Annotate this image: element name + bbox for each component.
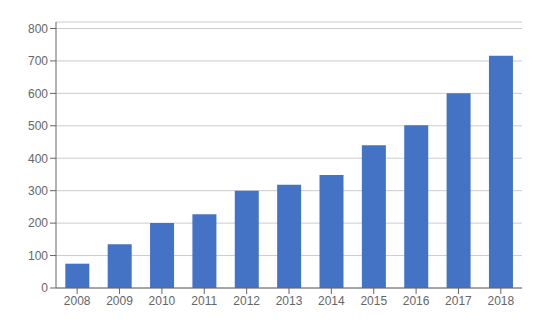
svg-text:2012: 2012 xyxy=(233,294,260,308)
svg-text:2010: 2010 xyxy=(149,294,176,308)
svg-text:2013: 2013 xyxy=(276,294,303,308)
svg-text:2014: 2014 xyxy=(318,294,345,308)
svg-text:2011: 2011 xyxy=(191,294,217,308)
svg-text:600: 600 xyxy=(28,87,48,101)
svg-text:2018: 2018 xyxy=(487,294,514,308)
svg-text:700: 700 xyxy=(28,54,48,68)
svg-text:200: 200 xyxy=(28,216,48,230)
svg-text:800: 800 xyxy=(28,22,48,36)
svg-text:2016: 2016 xyxy=(403,294,430,308)
svg-text:2009: 2009 xyxy=(106,294,133,308)
svg-text:2017: 2017 xyxy=(445,294,472,308)
svg-text:300: 300 xyxy=(28,184,48,198)
svg-text:500: 500 xyxy=(28,119,48,133)
svg-text:100: 100 xyxy=(28,249,48,263)
svg-text:2008: 2008 xyxy=(64,294,91,308)
svg-text:0: 0 xyxy=(41,281,48,295)
svg-text:2015: 2015 xyxy=(360,294,387,308)
svg-text:400: 400 xyxy=(28,152,48,166)
